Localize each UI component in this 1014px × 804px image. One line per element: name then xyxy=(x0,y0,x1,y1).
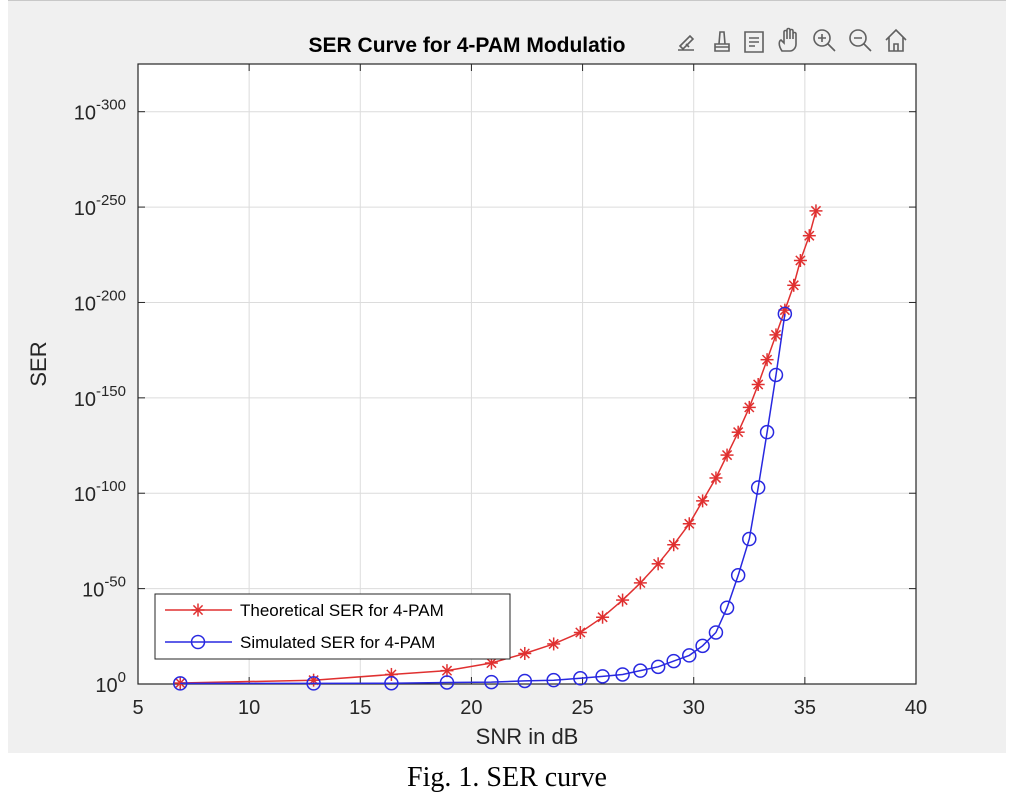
data-point-simulated xyxy=(719,600,735,615)
legend-asterisk xyxy=(191,603,205,617)
data-tips-icon[interactable] xyxy=(678,34,695,51)
legend-marker-simulated xyxy=(190,634,206,650)
data-point-simulated xyxy=(768,367,784,383)
x-axis-label: SNR in dB xyxy=(476,724,579,749)
data-point-simulated xyxy=(730,568,746,583)
y-tick-label: 10-100 xyxy=(74,478,126,506)
x-tick-label: 5 xyxy=(132,697,143,719)
data-point-theoretical xyxy=(709,471,723,485)
legend-marker-theoretical xyxy=(191,603,205,617)
zoom-out-icon[interactable] xyxy=(849,29,872,52)
x-tick-label: 20 xyxy=(460,697,482,719)
data-point-simulated xyxy=(546,672,561,688)
data-point-simulated xyxy=(650,659,666,675)
data-cursor-icon[interactable] xyxy=(744,31,764,53)
data-point-theoretical xyxy=(667,538,681,552)
y-axis-label: SER xyxy=(26,341,51,386)
legend: Theoretical SER for 4-PAM Simulated SER … xyxy=(154,593,511,660)
data-point-theoretical xyxy=(518,646,532,660)
data-point-theoretical xyxy=(633,576,647,590)
x-tick-label: 15 xyxy=(349,697,371,719)
grid-layer xyxy=(137,64,917,685)
x-tick-label: 35 xyxy=(794,697,816,719)
data-point-theoretical xyxy=(793,253,807,267)
data-point-simulated xyxy=(777,306,793,322)
x-tick-label: 10 xyxy=(238,697,260,719)
axes-box xyxy=(137,63,917,685)
y-tick-label: 10-150 xyxy=(74,383,126,411)
legend-label-simulated: Simulated SER for 4-PAM xyxy=(240,633,435,652)
data-point-theoretical xyxy=(696,494,710,508)
chart-title: SER Curve for 4-PAM Modulatio xyxy=(309,34,626,57)
brush-icon[interactable] xyxy=(714,31,730,52)
figure-toolbar xyxy=(678,27,907,53)
data-point-simulated xyxy=(615,667,630,682)
y-tick-label: 10-50 xyxy=(82,574,126,602)
y-tick-label: 10-300 xyxy=(74,97,126,125)
home-icon[interactable] xyxy=(885,28,907,52)
data-point-simulated xyxy=(384,675,399,691)
data-point-theoretical xyxy=(720,448,734,462)
y-tick-label: 100 xyxy=(95,669,126,697)
series-line-1 xyxy=(180,313,786,685)
data-point-theoretical xyxy=(651,557,665,571)
plot-area xyxy=(138,64,916,684)
pan-hand-icon[interactable] xyxy=(778,27,797,52)
data-point-simulated xyxy=(517,673,533,689)
x-tick-label: 25 xyxy=(571,697,593,719)
data-point-theoretical xyxy=(769,328,783,342)
legend-label-theoretical: Theoretical SER for 4-PAM xyxy=(240,601,444,620)
y-tick-label: 10-200 xyxy=(74,287,126,315)
tick-layer: 5 10 15 20 25 30 35 40 100 10-50 10-100 10-150 10-20… xyxy=(74,64,927,719)
legend-box xyxy=(154,593,511,660)
data-point-theoretical xyxy=(596,610,610,624)
data-point-theoretical xyxy=(760,353,774,367)
x-tick-label: 30 xyxy=(683,697,705,719)
data-point-simulated xyxy=(595,669,610,684)
data-point-theoretical xyxy=(751,377,765,391)
data-point-theoretical xyxy=(440,664,454,678)
data-point-simulated xyxy=(633,663,648,678)
data-point-simulated xyxy=(708,625,724,640)
data-point-theoretical xyxy=(573,625,587,639)
data-point-theoretical xyxy=(731,425,745,439)
series-layer xyxy=(172,204,823,691)
data-point-theoretical xyxy=(616,593,630,607)
x-tick-label: 40 xyxy=(905,697,927,719)
data-point-simulated xyxy=(742,531,757,547)
zoom-in-icon[interactable] xyxy=(813,29,836,52)
data-point-theoretical xyxy=(682,517,696,531)
data-point-simulated xyxy=(172,676,188,691)
data-point-theoretical xyxy=(307,673,321,687)
data-point-simulated xyxy=(666,653,681,669)
data-point-theoretical xyxy=(742,400,756,414)
data-point-theoretical xyxy=(547,637,561,651)
data-point-simulated xyxy=(695,638,710,654)
data-point-theoretical xyxy=(802,229,816,243)
data-point-simulated xyxy=(750,480,766,495)
data-point-simulated xyxy=(439,675,455,690)
figure-caption: Fig. 1. SER curve xyxy=(407,762,607,793)
data-point-simulated xyxy=(759,424,775,440)
data-point-simulated xyxy=(682,648,697,663)
data-point-theoretical xyxy=(809,204,823,218)
data-point-simulated xyxy=(484,674,499,690)
data-point-simulated xyxy=(573,671,588,686)
data-point-theoretical xyxy=(787,278,801,292)
y-tick-label: 10-250 xyxy=(74,192,126,220)
data-point-simulated xyxy=(306,676,321,691)
